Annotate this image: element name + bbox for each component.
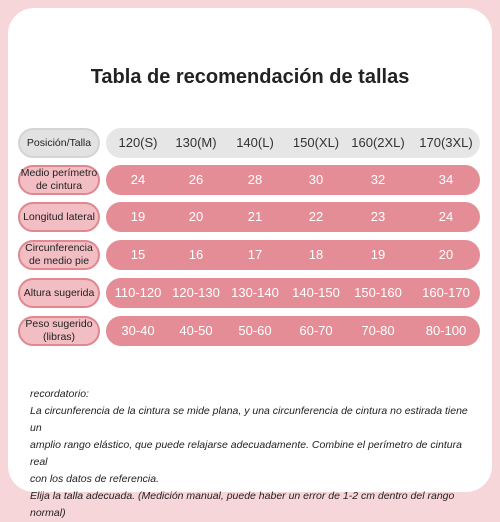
title: Tabla de recomendación de tallas: [90, 66, 410, 88]
notes-title: recordatorio:: [30, 388, 89, 400]
row-label: Altura sugerida: [18, 278, 100, 308]
row-label: Peso sugerido (libras): [18, 316, 100, 346]
row-values: 24 26 28 30 32 34: [106, 165, 480, 195]
cell: 30-40: [121, 323, 155, 338]
row-values: 120(S) 130(M) 140(L) 150(XL) 160(2XL) 170(3XL…: [106, 128, 480, 158]
cell: 26: [188, 172, 204, 187]
notes-line: con los datos de referencia.: [30, 473, 159, 485]
cell: 130(M): [175, 135, 217, 150]
row-values: 15 16 17 18 19 20: [106, 240, 480, 270]
row-label: Circunferencia de medio pie: [18, 240, 100, 270]
cell: 19: [130, 209, 146, 224]
row-values: 30-40 40-50 50-60 60-70 70-80 80-100: [106, 316, 480, 346]
cell: 70-80: [361, 323, 395, 338]
notes-line: Elija la talla adecuada. (Medición manua…: [30, 490, 455, 519]
row-label: Posición/Talla: [18, 128, 100, 158]
cell: 80-100: [425, 323, 467, 338]
cell: 40-50: [179, 323, 213, 338]
cell: 20: [188, 209, 204, 224]
table-row: Circunferencia de medio pie 15 16 17 18 19 20: [18, 240, 480, 270]
notes: recordatorio: La circunferencia de la cin…: [30, 386, 480, 522]
cell: 24: [130, 172, 146, 187]
cell: 150(XL): [292, 135, 340, 150]
cell: 20: [438, 247, 454, 262]
cell: 32: [370, 172, 386, 187]
cell: 140(L): [236, 135, 274, 150]
row-label: Longitud lateral: [18, 202, 100, 232]
cell: 21: [247, 209, 263, 224]
cell: 17: [247, 247, 263, 262]
cell: 160(2XL): [351, 135, 405, 150]
cell: 16: [188, 247, 204, 262]
notes-line: amplio rango elástico, que puede relajar…: [30, 439, 462, 468]
cell: 160-170: [422, 285, 470, 300]
row-values: 19 20 21 22 23 24: [106, 202, 480, 232]
cell: 19: [370, 247, 386, 262]
cell: 150-160: [354, 285, 402, 300]
cell: 130-140: [231, 285, 279, 300]
page: {"title": "Tabla de recomendación de tal…: [8, 8, 492, 519]
cell: 22: [308, 209, 324, 224]
cell: 28: [247, 172, 263, 187]
cell: 34: [438, 172, 454, 187]
header-row: Posición/Talla 120(S) 130(M) 140(L) 150(XL) 1…: [18, 128, 480, 158]
cell: 110-120: [114, 285, 162, 300]
cell: 50-60: [238, 323, 272, 338]
row-label: Medio perímetro de cintura: [18, 165, 100, 195]
cell: 140-150: [292, 285, 340, 300]
cell: 30: [308, 172, 324, 187]
row-values: 110-120 120-130 130-140 140-150 150-160 160-1…: [106, 278, 480, 308]
cell: 23: [370, 209, 386, 224]
cell: 170(3XL): [419, 135, 473, 150]
table-row: Peso sugerido (libras) 30-40 40-50 50-60 60-…: [18, 316, 480, 346]
cell: 120-130: [172, 285, 220, 300]
table-row: Altura sugerida 110-120 120-130 130-140 140-…: [18, 278, 480, 308]
cell: 15: [130, 247, 146, 262]
cell: 18: [308, 247, 324, 262]
cell: 24: [438, 209, 454, 224]
cell: 120(S): [118, 135, 158, 150]
table-row: Longitud lateral 19 20 21 22 23 24: [18, 202, 480, 232]
table-row: Medio perímetro de cintura 24 26 28 30 32 34: [18, 165, 480, 195]
cell: 60-70: [299, 323, 333, 338]
notes-line: La circunferencia de la cintura se mide …: [30, 405, 468, 434]
